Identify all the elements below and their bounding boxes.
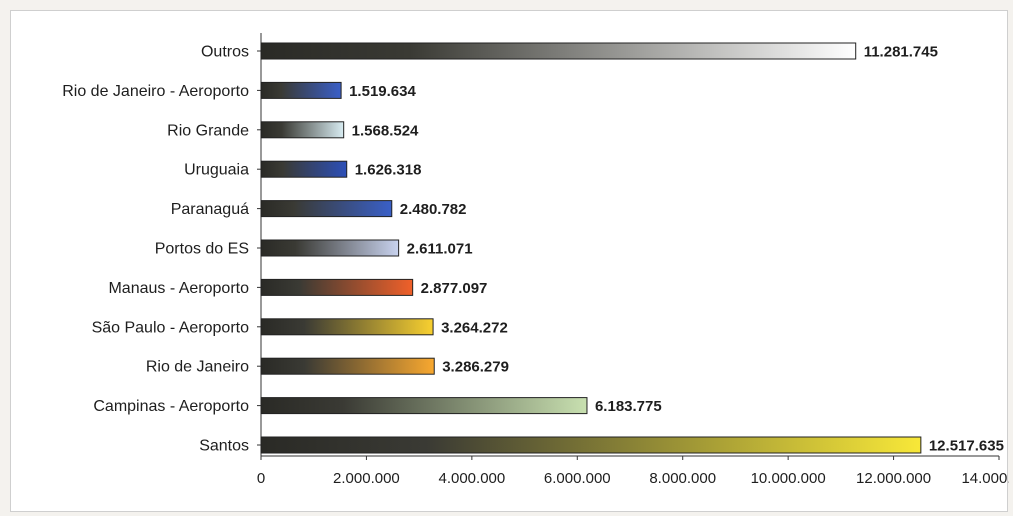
bar [260, 436, 922, 454]
bar [260, 81, 342, 99]
category-label: Paranaguá [171, 201, 249, 218]
x-tick-label: 8.000.000 [649, 470, 716, 487]
x-tick-label: 14.000.000 [961, 470, 1009, 487]
category-label: São Paulo - Aeroporto [92, 319, 250, 336]
data-label: 2.480.782 [400, 201, 467, 218]
bar [260, 278, 414, 296]
bar [260, 42, 857, 60]
x-tick-label: 6.000.000 [544, 470, 611, 487]
axes: 0 2.000.000 4.000.000 6.000.000 8.000.000 10.… [257, 33, 1009, 487]
labels: Outros 11.281.745 Rio de Janeiro - Aeropor… [62, 44, 1004, 455]
category-label: Portos do ES [155, 241, 249, 258]
x-tick-label: 10.000.000 [751, 470, 826, 487]
category-label: Manaus - Aeroporto [108, 280, 249, 297]
category-label: Uruguaia [184, 162, 249, 179]
bar [260, 200, 393, 218]
data-label: 6.183.775 [595, 398, 662, 415]
data-label: 1.626.318 [355, 162, 422, 179]
data-label: 2.611.071 [407, 241, 473, 258]
category-label: Outros [201, 44, 249, 61]
data-label: 11.281.745 [864, 44, 938, 61]
x-tick-label: 0 [257, 470, 265, 487]
category-label: Rio de Janeiro - Aeroporto [62, 83, 249, 100]
data-label: 1.568.524 [352, 122, 419, 139]
category-label: Santos [199, 438, 249, 455]
bar [260, 121, 345, 139]
data-label: 12.517.635 [929, 438, 1004, 455]
bar [260, 160, 348, 178]
category-label: Rio Grande [167, 122, 249, 139]
bar [260, 318, 434, 336]
data-label: 2.877.097 [421, 280, 488, 297]
bar [260, 357, 435, 375]
category-label: Campinas - Aeroporto [93, 398, 249, 415]
data-label: 3.286.279 [442, 359, 509, 376]
data-label: 3.264.272 [441, 319, 508, 336]
chart-frame: 0 2.000.000 4.000.000 6.000.000 8.000.000 10.… [10, 10, 1009, 512]
x-tick-label: 2.000.000 [333, 470, 400, 487]
bar [260, 397, 588, 415]
category-label: Rio de Janeiro [146, 359, 249, 376]
x-tick-label: 12.000.000 [856, 470, 931, 487]
x-tick-label: 4.000.000 [438, 470, 505, 487]
bar [260, 239, 400, 257]
bars [260, 42, 922, 454]
data-label: 1.519.634 [349, 83, 416, 100]
bar-chart: 0 2.000.000 4.000.000 6.000.000 8.000.000 10.… [62, 33, 1009, 487]
